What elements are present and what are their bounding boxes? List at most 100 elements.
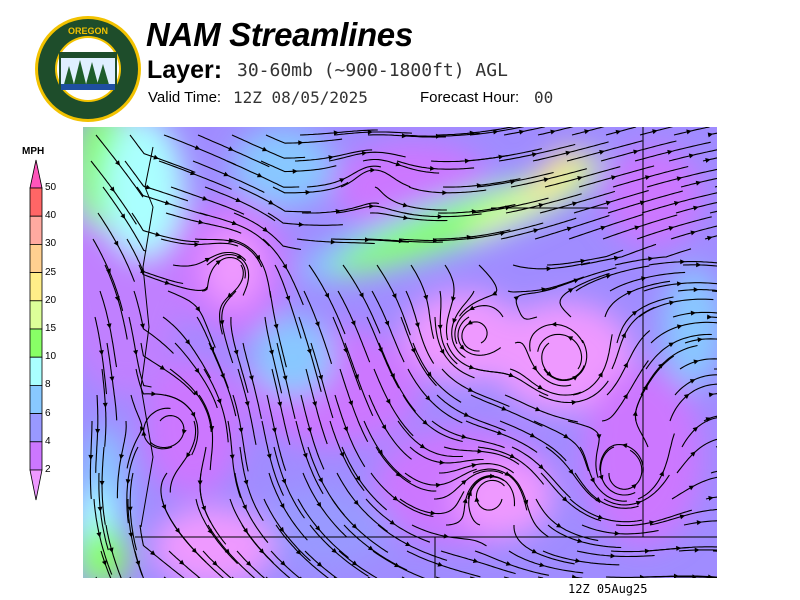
streamline [231,576,235,578]
streamline [170,186,245,215]
streamline [454,305,504,344]
streamline-arrowhead [621,443,628,449]
streamline [344,342,374,417]
streamline [126,238,184,285]
streamline-arrowhead [626,290,633,296]
streamline [411,524,487,547]
streamline [397,420,463,458]
streamline-arrowhead [364,237,370,243]
streamline-arrowhead [533,228,539,234]
streamline-arrowhead [696,520,702,526]
streamline [436,394,506,432]
streamline [261,420,284,496]
streamline-arrowhead [686,129,692,135]
streamline-arrowhead [255,254,261,261]
streamline-arrowhead [649,520,655,526]
streamline-arrowhead [694,547,700,553]
valid-time-label: Valid Time: [148,89,222,106]
streamline [204,186,276,222]
streamline-arrowhead [198,219,204,225]
streamline [407,368,463,424]
streamline [336,472,388,532]
streamline [203,368,229,443]
streamline [129,576,131,578]
streamline-map [83,127,717,578]
streamline-arrowhead [523,499,529,506]
streamline-arrowhead [597,514,604,520]
streamline [98,472,109,551]
streamline-arrowhead [201,505,206,512]
streamline [547,524,622,549]
streamline-arrowhead [468,364,475,370]
streamline-arrowhead [676,324,683,330]
streamline-arrowhead [88,454,94,460]
streamline-arrowhead [190,411,196,418]
streamline-arrowhead [673,201,680,206]
streamline [129,134,196,173]
streamline [546,249,624,266]
legend-tick: 25 [45,266,57,278]
streamline-arrowhead [316,501,322,508]
legend-swatch [29,328,43,358]
streamline-arrowhead [531,152,538,158]
streamline [169,368,212,433]
streamline [503,576,510,578]
streamline-arrowhead [195,306,201,312]
streamline [102,186,147,252]
streamline-arrowhead [101,560,107,566]
streamline-arrowhead [546,371,552,377]
streamline [544,166,621,188]
streamline-arrowhead [339,451,345,458]
streamline-arrowhead [648,256,654,262]
streamline [434,316,475,379]
streamline-arrowhead [164,200,171,206]
streamline [89,421,93,499]
streamline-arrowhead [159,365,166,370]
legend-tick: 50 [45,182,57,193]
streamline-arrowhead [269,349,274,356]
streamline-arrowhead [224,548,230,555]
streamline [227,420,242,498]
legend-arrow-bottom [29,469,43,501]
streamline-arrowhead [212,560,218,566]
streamline-arrowhead [599,149,605,155]
streamline [206,253,250,296]
streamline [306,165,382,188]
streamline [106,342,118,421]
streamline-arrowhead [261,146,268,152]
streamline-arrowhead [333,130,339,136]
streamline [95,394,99,473]
streamline-arrowhead [243,479,249,486]
streamline [515,286,558,320]
streamline-arrowhead [461,479,467,485]
streamline-arrowhead [223,171,229,177]
streamline-arrowhead [186,452,191,458]
streamline [580,243,657,266]
streamline [406,550,481,578]
streamline [162,316,211,379]
streamline [508,550,584,574]
streamline-arrowhead [623,393,628,400]
streamline-arrowhead [95,428,101,434]
legend-tick: 20 [45,294,57,306]
streamline-arrowhead [577,175,583,181]
streamline-arrowhead [493,129,499,135]
streamline-arrowhead [343,347,348,354]
streamline-arrowhead [402,202,409,208]
streamline-arrowhead [598,474,604,481]
streamline [328,151,406,162]
streamline-arrowhead [693,205,699,211]
streamline [445,475,495,526]
streamline-arrowhead [598,371,603,378]
streamline [410,264,435,339]
legend-unit: MPH [22,146,45,157]
streamline [637,433,675,500]
streamline-arrowhead [277,401,283,407]
streamline [475,479,505,511]
streamline-arrowhead [384,320,390,327]
streamline-arrowhead [314,321,320,327]
streamline-arrowhead [414,322,420,328]
legend-tick: 4 [45,435,51,447]
streamline-arrowhead [568,468,574,475]
streamline-arrowhead [298,221,304,227]
